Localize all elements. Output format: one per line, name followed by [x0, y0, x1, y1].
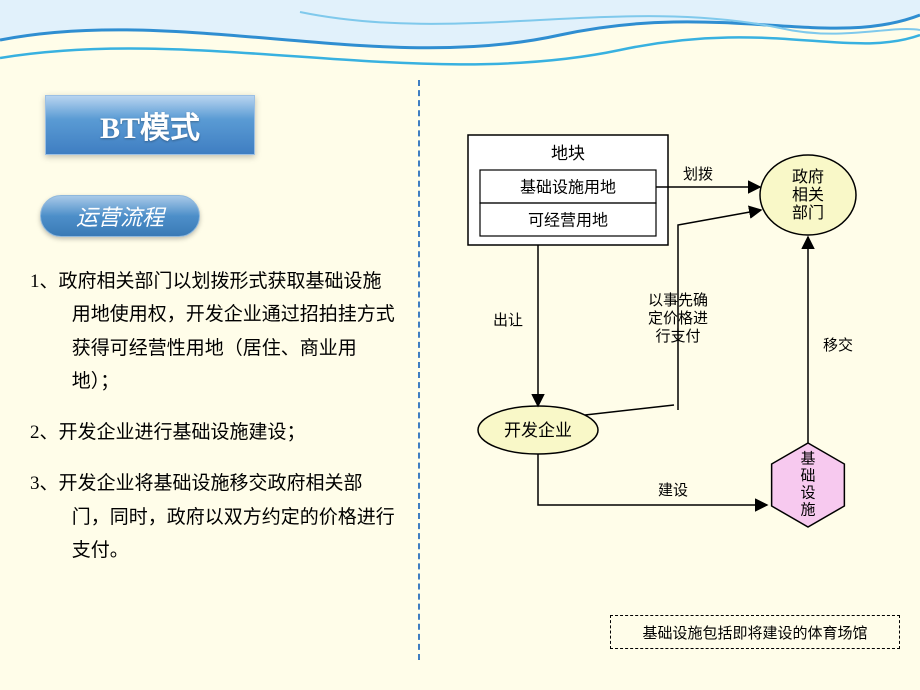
svg-text:施: 施 [800, 502, 815, 519]
svg-text:相关: 相关 [792, 186, 824, 204]
flow-diagram: 地块基础设施用地可经营用地 政府相关部门开发企业基础设施 划拨出让 以事先确定价格进行… [438, 115, 908, 655]
svg-text:基础设施用地: 基础设施用地 [520, 179, 616, 197]
subtitle-pill: 运营流程 [40, 195, 200, 237]
description-text: 1、政府相关部门以划拨形式获取基础设施用地使用权，开发企业通过招拍挂方式获得可经… [30, 265, 400, 585]
svg-text:开发企业: 开发企业 [504, 421, 572, 440]
svg-text:政府: 政府 [792, 168, 824, 186]
svg-text:地块: 地块 [551, 144, 585, 163]
footnote-box: 基础设施包括即将建设的体育场馆 [610, 615, 900, 649]
vertical-divider [418, 80, 420, 660]
svg-text:行支付: 行支付 [655, 328, 700, 345]
svg-text:础: 础 [800, 468, 815, 485]
svg-text:可经营用地: 可经营用地 [528, 212, 608, 230]
paragraph-3: 3、开发企业将基础设施移交政府相关部门，同时，政府以双方约定的价格进行支付。 [30, 467, 400, 567]
paragraph-1: 1、政府相关部门以划拨形式获取基础设施用地使用权，开发企业通过招拍挂方式获得可经… [30, 265, 400, 398]
svg-text:建设: 建设 [658, 482, 688, 499]
svg-text:出让: 出让 [493, 312, 523, 329]
svg-text:移交: 移交 [823, 336, 853, 354]
header-waves [0, 0, 920, 90]
svg-text:部门: 部门 [792, 204, 824, 222]
svg-text:设: 设 [800, 485, 815, 502]
svg-text:基: 基 [800, 451, 815, 468]
svg-text:定价格进: 定价格进 [648, 310, 708, 327]
paragraph-2: 2、开发企业进行基础设施建设； [30, 416, 400, 449]
svg-text:划拨: 划拨 [683, 166, 713, 183]
title-box: BT模式 [45, 95, 255, 155]
svg-text:以事先确: 以事先确 [648, 292, 708, 309]
